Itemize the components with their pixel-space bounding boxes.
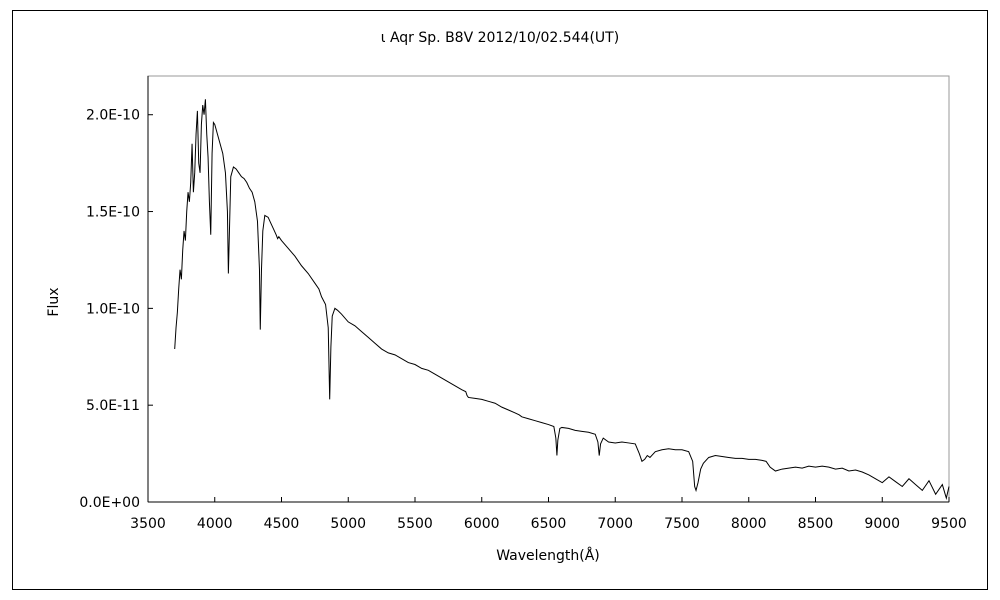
x-axis-label: Wavelength(Å) — [496, 547, 600, 564]
flux-spectrum-line — [174, 99, 950, 501]
y-tick-label: 1.5E-10 — [86, 205, 140, 221]
y-tick-label: 0.0E+00 — [79, 495, 140, 511]
y-tick-label: 1.0E-10 — [86, 301, 140, 317]
y-tick-label: 2.0E-10 — [86, 108, 140, 124]
x-tick-label: 3500 — [130, 516, 166, 532]
x-tick-label: 5500 — [397, 516, 433, 532]
x-tick-label: 8000 — [731, 516, 767, 532]
x-tick-label: 9500 — [931, 516, 967, 532]
x-tick-label: 4500 — [264, 516, 300, 532]
x-tick-label: 6000 — [464, 516, 500, 532]
x-tick-label: 4000 — [197, 516, 233, 532]
y-tick-label: 5.0E-11 — [86, 398, 140, 414]
plot-area — [147, 75, 950, 503]
x-tick-label: 9000 — [864, 516, 900, 532]
chart-frame — [12, 10, 988, 590]
x-tick-label: 7000 — [597, 516, 633, 532]
x-tick-label: 6500 — [531, 516, 567, 532]
x-tick-label: 7500 — [664, 516, 700, 532]
chart-title: ι Aqr Sp. B8V 2012/10/02.544(UT) — [381, 30, 619, 46]
x-axis-ticks: 3500 4000 4500 5000 5500 6000 6500 7000 7500 8000… — [130, 497, 967, 532]
x-tick-label: 5000 — [330, 516, 366, 532]
y-axis-label: Flux — [46, 287, 62, 316]
y-axis-ticks: 0.0E+00 5.0E-11 1.0E-10 1.5E-10 2.0E-10 — [79, 108, 153, 511]
x-tick-label: 8500 — [798, 516, 834, 532]
